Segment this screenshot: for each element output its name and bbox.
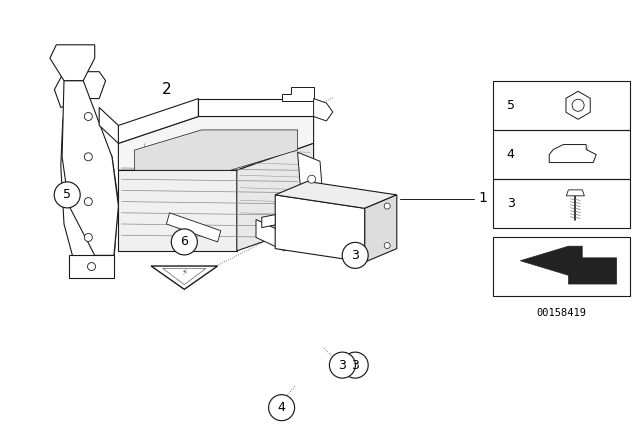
Circle shape bbox=[384, 242, 390, 249]
Polygon shape bbox=[256, 220, 285, 251]
Polygon shape bbox=[62, 81, 118, 255]
Circle shape bbox=[88, 263, 95, 271]
Circle shape bbox=[342, 242, 368, 268]
Polygon shape bbox=[118, 170, 237, 251]
Polygon shape bbox=[237, 143, 314, 251]
Polygon shape bbox=[566, 91, 590, 119]
Circle shape bbox=[572, 99, 584, 111]
Text: 5: 5 bbox=[507, 99, 515, 112]
Polygon shape bbox=[69, 255, 114, 278]
Polygon shape bbox=[166, 213, 221, 242]
Polygon shape bbox=[314, 99, 333, 121]
Text: 4: 4 bbox=[278, 401, 285, 414]
Polygon shape bbox=[151, 266, 218, 289]
Polygon shape bbox=[99, 108, 118, 143]
Circle shape bbox=[330, 352, 355, 378]
Circle shape bbox=[384, 203, 390, 209]
Polygon shape bbox=[298, 152, 323, 202]
Polygon shape bbox=[198, 99, 314, 116]
Polygon shape bbox=[520, 246, 617, 284]
Circle shape bbox=[84, 198, 92, 206]
Polygon shape bbox=[54, 72, 106, 108]
Text: ⚡: ⚡ bbox=[181, 267, 188, 276]
Bar bbox=[493, 130, 630, 179]
Polygon shape bbox=[118, 99, 198, 143]
Circle shape bbox=[172, 229, 197, 255]
Polygon shape bbox=[275, 195, 365, 262]
Text: 1: 1 bbox=[479, 191, 488, 205]
Text: 6: 6 bbox=[180, 235, 188, 249]
Text: 4: 4 bbox=[507, 148, 515, 161]
Text: 3: 3 bbox=[507, 197, 515, 211]
Polygon shape bbox=[262, 215, 275, 228]
Text: 3: 3 bbox=[351, 358, 359, 372]
Circle shape bbox=[269, 395, 294, 421]
Text: 2: 2 bbox=[161, 82, 172, 97]
Text: 3: 3 bbox=[351, 249, 359, 262]
Text: 3: 3 bbox=[339, 358, 346, 372]
Circle shape bbox=[342, 352, 368, 378]
Circle shape bbox=[308, 175, 316, 183]
Polygon shape bbox=[365, 195, 397, 262]
Circle shape bbox=[84, 233, 92, 241]
Polygon shape bbox=[118, 116, 314, 170]
Polygon shape bbox=[282, 87, 314, 101]
Polygon shape bbox=[549, 145, 596, 163]
Bar bbox=[493, 81, 630, 130]
Circle shape bbox=[54, 182, 80, 208]
Polygon shape bbox=[275, 181, 397, 208]
Polygon shape bbox=[50, 45, 95, 81]
Polygon shape bbox=[566, 190, 584, 196]
Polygon shape bbox=[61, 99, 118, 260]
Circle shape bbox=[84, 112, 92, 121]
Bar bbox=[493, 179, 630, 228]
Polygon shape bbox=[134, 130, 298, 170]
Text: 00158419: 00158419 bbox=[536, 308, 587, 318]
Text: 5: 5 bbox=[63, 188, 71, 202]
Bar bbox=[493, 237, 630, 296]
Circle shape bbox=[84, 153, 92, 161]
